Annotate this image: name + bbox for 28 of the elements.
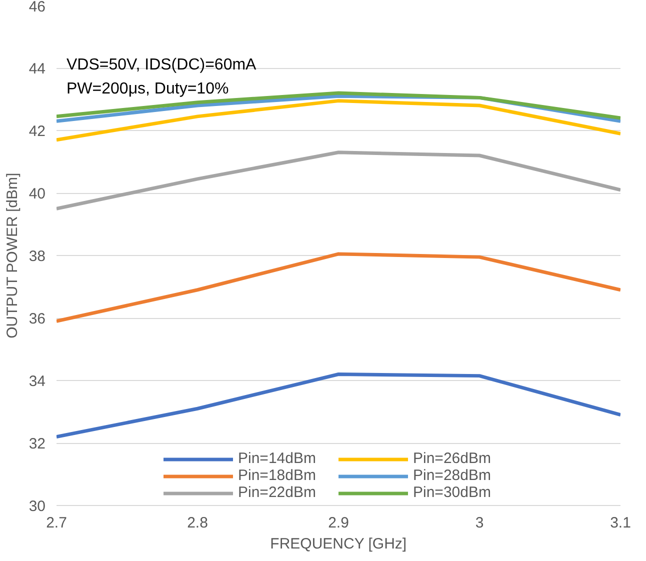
y-tick-label: 34 [28, 373, 46, 390]
line-series [56, 150, 620, 210]
legend-label: Pin=22dBm [238, 484, 317, 501]
y-tick-label: 40 [28, 186, 46, 202]
x-tick-label: 2.9 [328, 514, 349, 532]
x-tick-label: 2.8 [187, 514, 208, 532]
y-tick-label: 30 [28, 498, 46, 515]
y-tick-label: 32 [28, 436, 46, 452]
x-tick-label: 3 [475, 514, 484, 532]
legend-label: Pin=18dBm [238, 467, 317, 484]
x-axis-title: FREQUENCY [GHz] [270, 536, 407, 552]
legend-label: Pin=26dBm [413, 450, 492, 467]
x-tick-label: 3.1 [610, 514, 631, 532]
y-tick-label: 44 [28, 60, 46, 78]
y-tick-label: 38 [28, 248, 46, 265]
line-series [56, 99, 620, 142]
y-axis-title: OUTPUT POWER [dBm] [4, 172, 21, 338]
y-tick-label: 36 [28, 310, 46, 328]
line-series [56, 252, 620, 323]
legend-label: Pin=14dBm [238, 450, 317, 467]
y-tick-label: 42 [28, 123, 46, 140]
annotation: VDS=50V, IDS(DC)=60mA [66, 56, 257, 74]
x-tick-label: 2.7 [46, 514, 67, 532]
legend-label: Pin=30dBm [413, 484, 492, 501]
annotation: PW=200μs, Duty=10% [66, 80, 229, 98]
legend-label: Pin=28dBm [413, 467, 492, 484]
y-tick-label: 46 [28, 0, 46, 16]
line-series [56, 372, 620, 438]
